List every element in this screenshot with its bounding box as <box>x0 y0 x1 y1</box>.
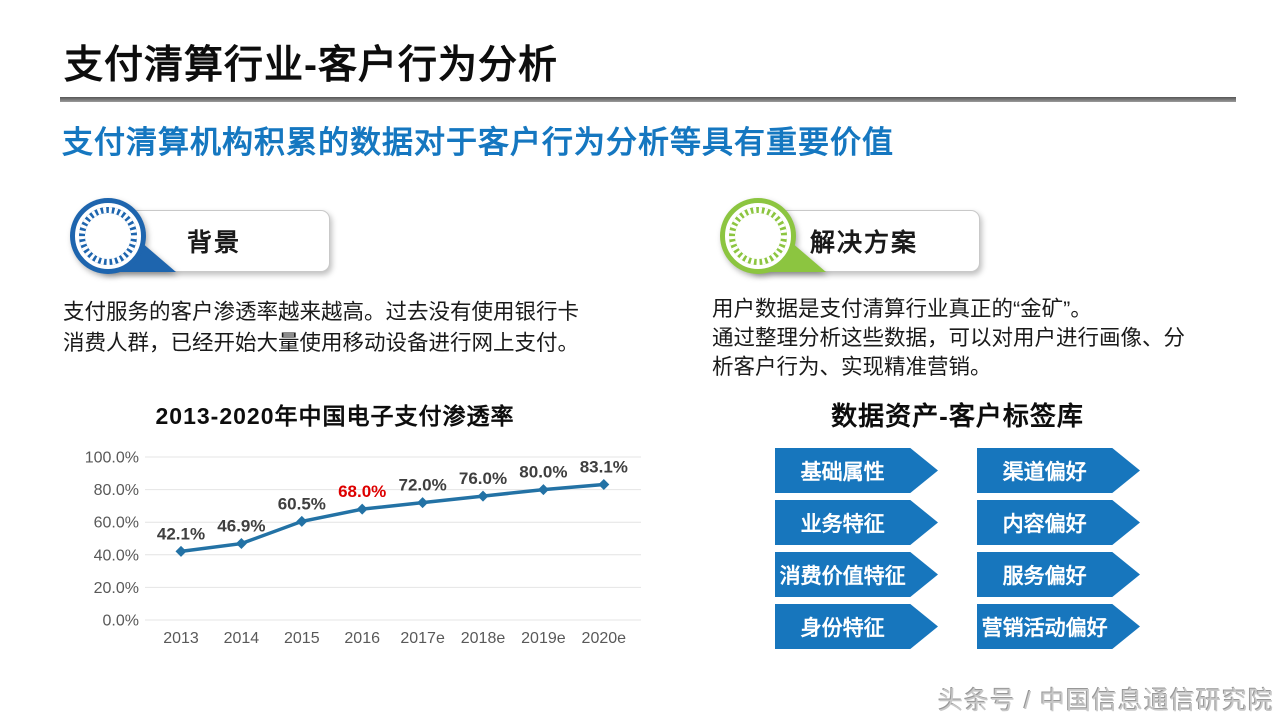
background-body-line: 支付服务的客户渗透率越来越高。过去没有使用银行卡 <box>63 300 580 324</box>
solution-body: 用户数据是支付清算行业真正的“金矿”。 通过整理分析这些数据，可以对用户进行画像… <box>712 295 1185 382</box>
data-point-marker <box>356 503 368 515</box>
data-point-label: 76.0% <box>459 469 507 488</box>
page-title: 支付清算行业-客户行为分析 <box>64 44 558 87</box>
x-tick-label: 2020e <box>582 630 627 647</box>
watermark: 头条号 / 中国信息通信研究院 <box>938 687 1274 715</box>
chart-title: 2013-2020年中国电子支付渗透率 <box>155 403 515 429</box>
background-badge: 背景 <box>68 198 338 284</box>
tag-column-left: 基础属性业务特征消费价值特征 身份特征 <box>775 448 938 649</box>
y-tick-label: 60.0% <box>94 515 139 532</box>
tag-item: 服务偏好 <box>977 552 1140 597</box>
tag-item: 内容偏好 <box>977 500 1140 545</box>
x-tick-label: 2015 <box>284 630 320 647</box>
solution-body-line: 用户数据是支付清算行业真正的“金矿”。 <box>712 297 1092 321</box>
background-body-line: 消费人群，已经开始大量使用移动设备进行网上支付。 <box>63 331 580 355</box>
y-tick-label: 40.0% <box>94 547 139 564</box>
tag-item: 渠道偏好 <box>977 448 1140 493</box>
tag-library-title: 数据资产-客户标签库 <box>831 401 1084 431</box>
data-point-marker <box>235 538 247 550</box>
chart-canvas: 0.0% 20.0% 40.0% 60.0% 80.0% 100.0% 2013 2014 20… <box>85 450 641 647</box>
solution-body-line: 析客户行为、实现精准营销。 <box>712 355 992 379</box>
tag-column-right: 渠道偏好内容偏好服务偏好营销活动偏好 <box>977 448 1140 649</box>
data-point-label: 80.0% <box>519 463 567 482</box>
data-point-marker <box>477 490 489 502</box>
x-tick-label: 2019e <box>521 630 566 647</box>
data-point-label: 60.5% <box>278 494 326 513</box>
trend-line <box>180 482 604 554</box>
data-point-marker <box>175 545 187 557</box>
tag-item: 营销活动偏好 <box>977 604 1140 649</box>
x-tick-label: 2014 <box>224 630 260 647</box>
gear-seal-icon <box>720 198 826 274</box>
tag-item: 业务特征 <box>775 500 938 545</box>
tag-item: 身份特征 <box>775 604 938 649</box>
data-point-label: 68.0% <box>338 482 386 501</box>
data-point-label: 83.1% <box>580 458 628 477</box>
data-point-marker <box>417 497 429 509</box>
header-divider <box>60 97 1236 102</box>
y-tick-label: 80.0% <box>94 482 139 499</box>
solution-body-line: 通过整理分析这些数据，可以对用户进行画像、分 <box>712 326 1186 350</box>
data-point-label: 46.9% <box>217 517 265 536</box>
x-tick-label: 2016 <box>344 630 380 647</box>
data-point-marker <box>598 479 610 491</box>
tag-item: 消费价值特征 <box>775 552 938 597</box>
gear-seal-icon <box>70 198 176 274</box>
background-body: 支付服务的客户渗透率越来越高。过去没有使用银行卡 消费人群，已经开始大量使用移动… <box>63 297 579 359</box>
y-tick-label: 100.0% <box>85 450 139 467</box>
data-point-label: 42.1% <box>157 524 205 543</box>
penetration-line-chart: 0.0% 20.0% 40.0% 60.0% 80.0% 100.0% 2013 2014 20… <box>75 440 650 655</box>
tag-item: 基础属性 <box>775 448 938 493</box>
x-tick-label: 2017e <box>400 630 445 647</box>
x-tick-label: 2018e <box>461 630 506 647</box>
y-tick-label: 20.0% <box>94 580 139 597</box>
solution-badge: 解决方案 <box>718 198 988 284</box>
data-point-label: 72.0% <box>398 476 446 495</box>
page-subtitle: 支付清算机构积累的数据对于客户行为分析等具有重要价值 <box>62 125 894 160</box>
x-tick-label: 2013 <box>163 630 199 647</box>
data-point-marker <box>537 484 549 496</box>
data-point-marker <box>296 515 308 527</box>
y-tick-label: 0.0% <box>103 613 139 630</box>
